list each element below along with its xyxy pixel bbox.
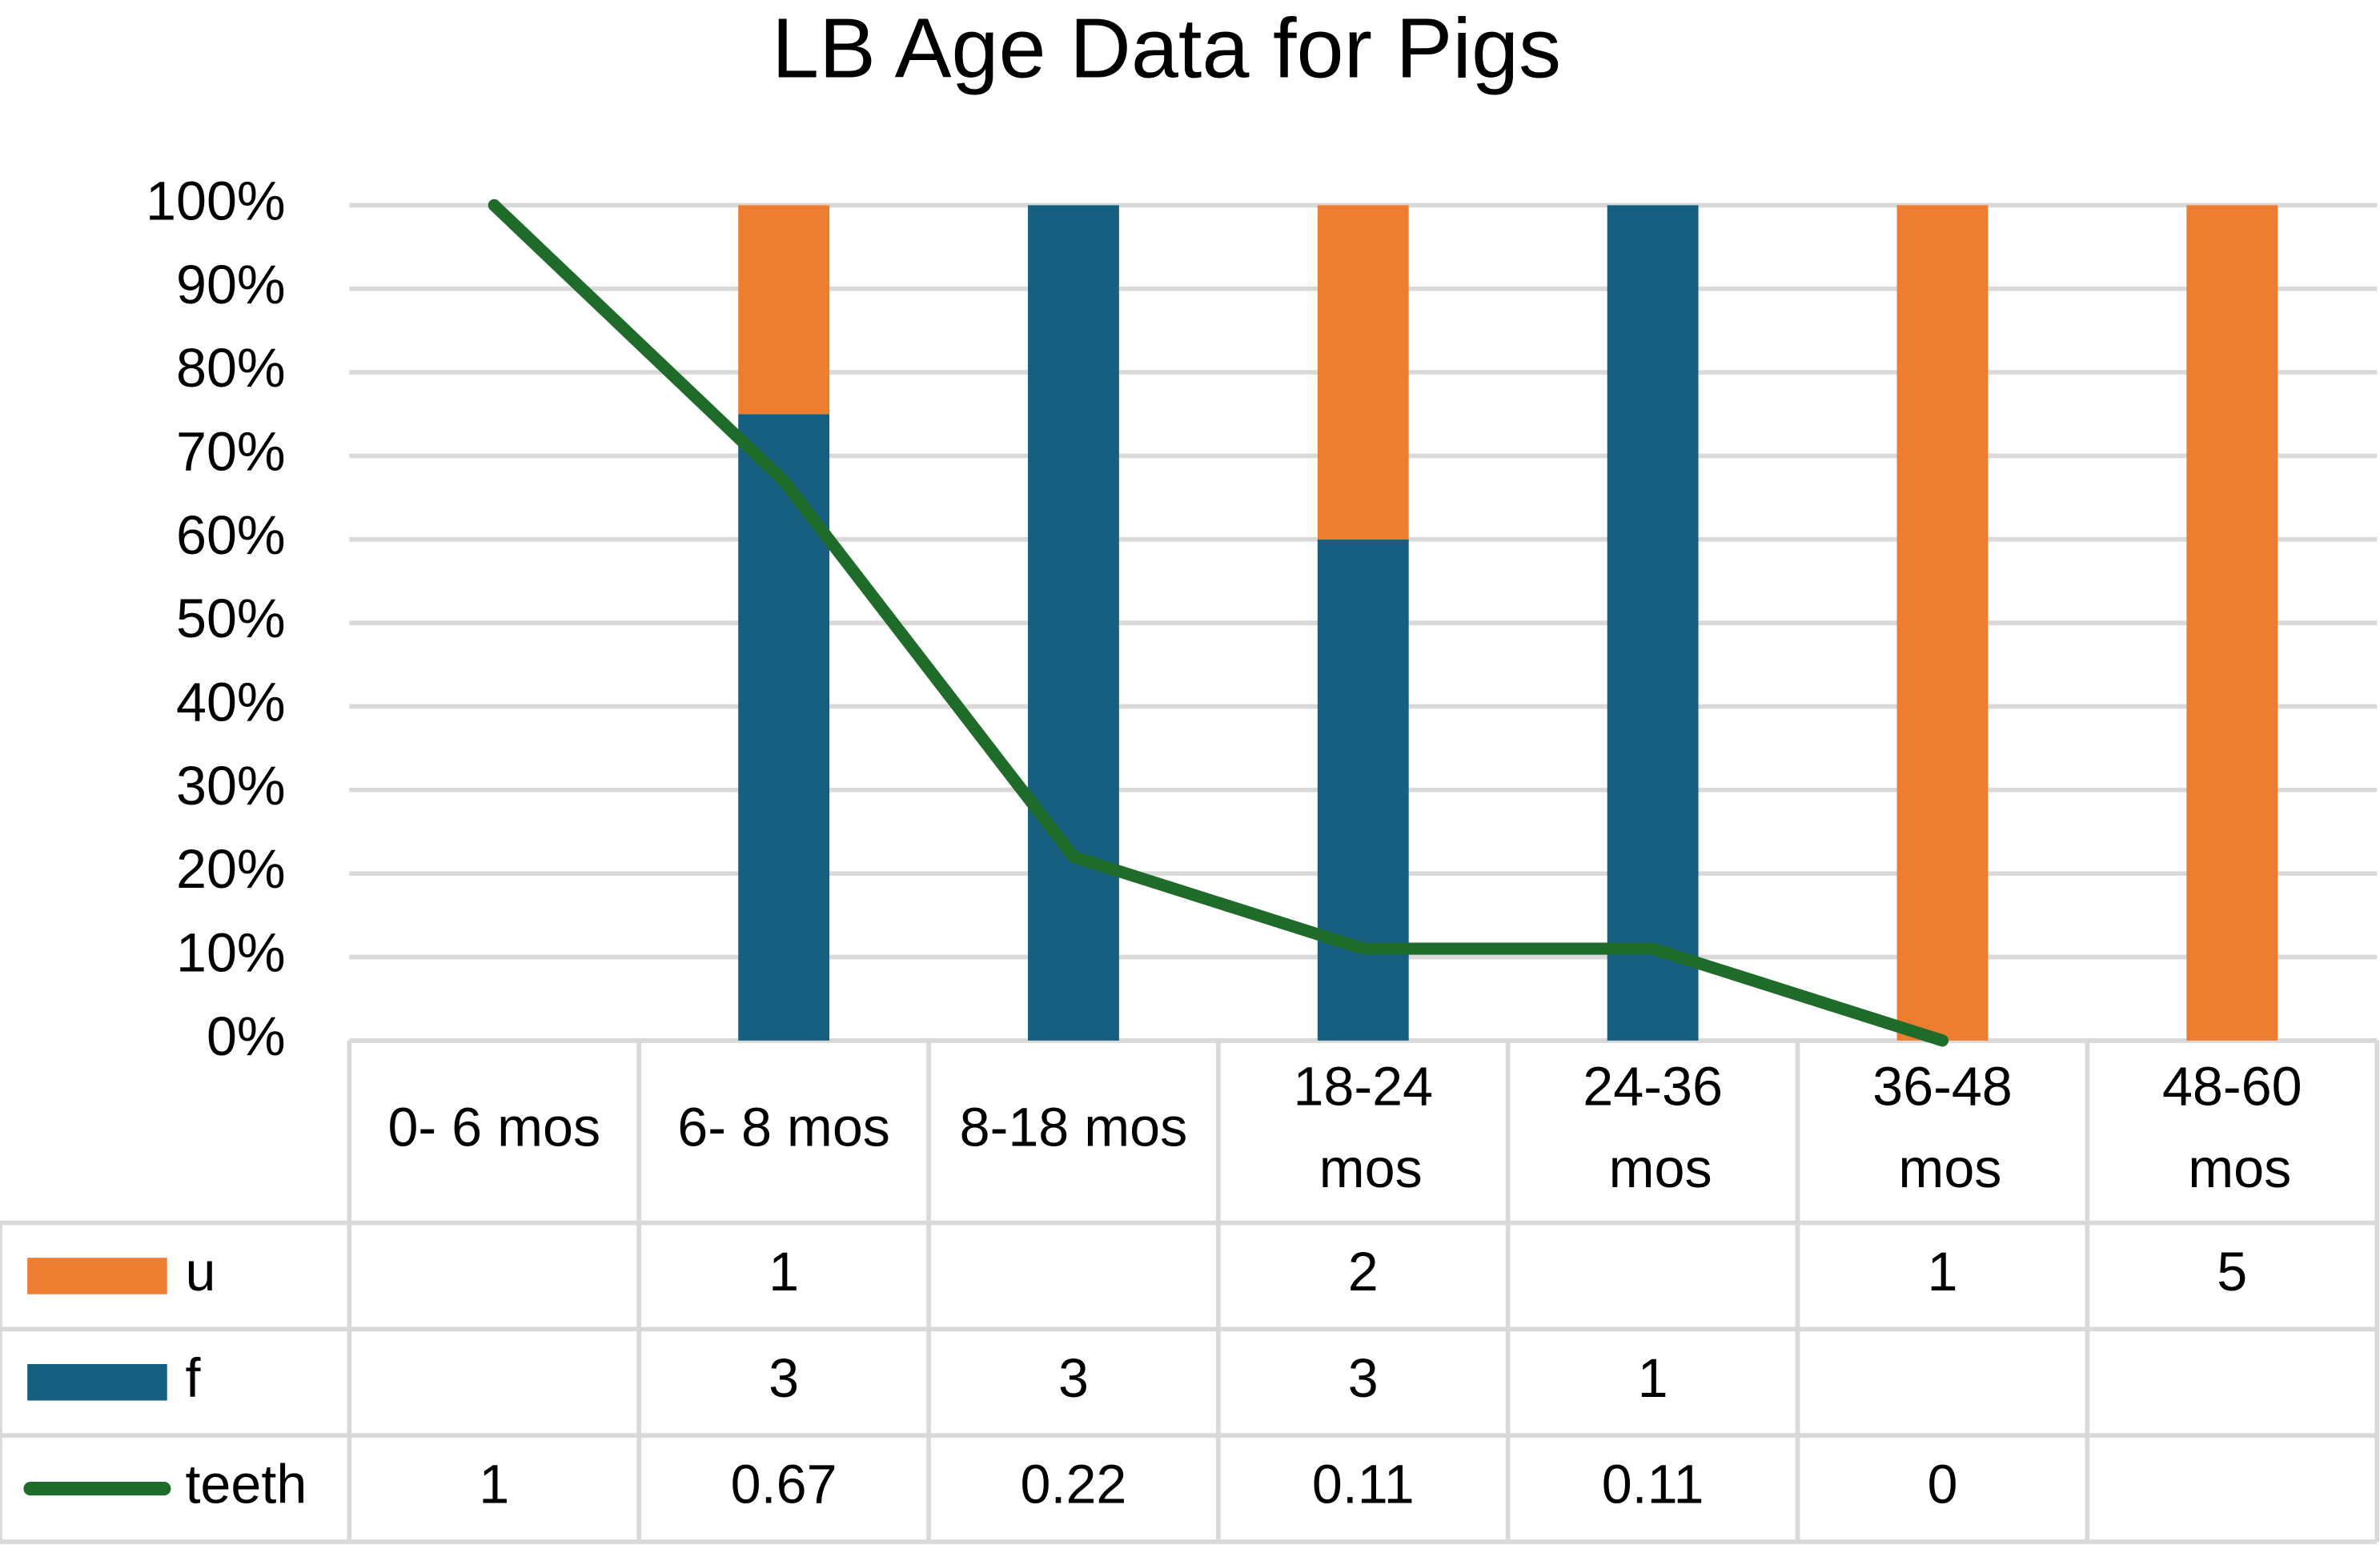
bar — [1317, 205, 1409, 540]
table-value: 0.22 — [1020, 1455, 1126, 1515]
bar — [1896, 205, 1989, 1041]
table-value: 1 — [1927, 1242, 1957, 1302]
x-tick-label: 48-60 mos — [2162, 1057, 2302, 1199]
table-value: 3 — [769, 1348, 799, 1409]
y-tick-label: 40% — [176, 672, 286, 733]
y-tick-label: 90% — [176, 255, 286, 315]
y-tick-label: 20% — [176, 839, 286, 900]
x-tick-label: 18-24 mos — [1293, 1057, 1433, 1199]
x-tick-label: 8-18 mos — [960, 1098, 1188, 1158]
y-tick-label: 60% — [176, 505, 286, 566]
bar — [2186, 205, 2278, 1041]
table-value: 3 — [1348, 1348, 1379, 1409]
legend-label: u — [185, 1242, 215, 1302]
legend-key — [27, 1258, 167, 1294]
table-value: 0.11 — [1602, 1455, 1704, 1515]
y-tick-label: 30% — [176, 756, 286, 817]
table-value: 1 — [479, 1455, 509, 1515]
y-tick-label: 100% — [146, 171, 286, 231]
bar — [738, 414, 830, 1041]
x-tick-label: 6- 8 mos — [677, 1098, 890, 1158]
y-tick-label: 80% — [176, 338, 286, 399]
y-tick-label: 10% — [176, 923, 286, 984]
table-value: 1 — [769, 1242, 799, 1302]
bar — [1317, 539, 1409, 1041]
table-value: 0.11 — [1312, 1455, 1415, 1515]
y-tick-label: 70% — [176, 421, 286, 482]
x-tick-label: 0- 6 mos — [387, 1098, 600, 1158]
table-value: 0.67 — [731, 1455, 837, 1515]
table-value: 3 — [1058, 1348, 1089, 1409]
x-tick-label: 24-36 mos — [1583, 1057, 1723, 1199]
table-value: 2 — [1348, 1242, 1379, 1302]
bar — [1028, 205, 1119, 1041]
x-tick-label: 36-48 mos — [1872, 1057, 2013, 1199]
legend-label: teeth — [185, 1455, 307, 1515]
legend-key — [27, 1363, 167, 1401]
bar — [738, 205, 830, 415]
y-tick-label: 50% — [176, 588, 286, 649]
line — [488, 199, 1949, 1047]
table-value: 0 — [1927, 1455, 1957, 1515]
bar — [1607, 205, 1699, 1041]
chart-title: LB Age Data for Pigs — [772, 1, 1561, 96]
table-value: 5 — [2217, 1242, 2247, 1302]
legend-label: f — [185, 1348, 201, 1409]
table-value: 1 — [1638, 1348, 1668, 1409]
y-tick-label: 0% — [207, 1006, 286, 1067]
